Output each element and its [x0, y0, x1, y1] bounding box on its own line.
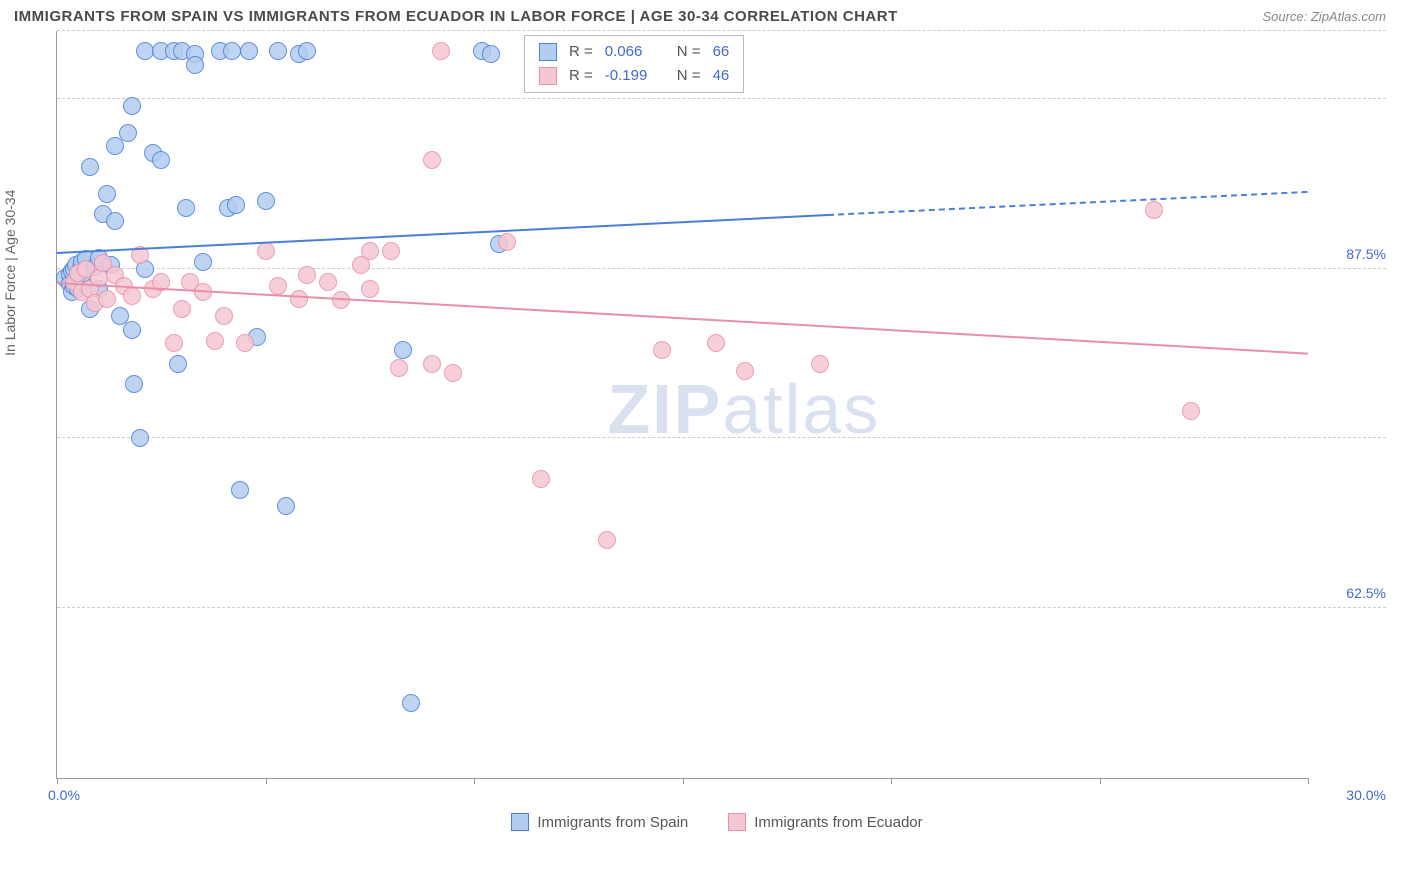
data-point	[1182, 402, 1200, 420]
gridline	[57, 30, 1386, 31]
data-point	[123, 321, 141, 339]
source-credit: Source: ZipAtlas.com	[1262, 9, 1386, 24]
data-point	[361, 280, 379, 298]
n-value: 66	[713, 40, 730, 64]
data-point	[98, 290, 116, 308]
data-point	[532, 470, 550, 488]
legend-swatch	[728, 813, 746, 831]
data-point	[123, 97, 141, 115]
data-point	[298, 42, 316, 60]
data-point	[223, 42, 241, 60]
x-tick-mark	[266, 778, 267, 784]
data-point	[123, 287, 141, 305]
x-tick-mark	[57, 778, 58, 784]
x-tick-label-max: 30.0%	[1346, 787, 1386, 803]
data-point	[423, 151, 441, 169]
data-point	[811, 355, 829, 373]
data-point	[152, 151, 170, 169]
y-axis-label: In Labor Force | Age 30-34	[2, 190, 18, 356]
legend-row: R = -0.199 N = 46	[539, 64, 729, 88]
legend-item: Immigrants from Spain	[511, 813, 688, 831]
data-point	[106, 212, 124, 230]
data-point	[269, 42, 287, 60]
chart-container: In Labor Force | Age 30-34 ZIPatlas R =0…	[48, 31, 1386, 831]
n-value: 46	[713, 64, 730, 88]
r-label: R =	[569, 40, 593, 64]
data-point	[227, 196, 245, 214]
data-point	[257, 242, 275, 260]
data-point	[131, 429, 149, 447]
n-label: N =	[677, 40, 701, 64]
data-point	[361, 242, 379, 260]
data-point	[231, 481, 249, 499]
gridline	[57, 607, 1386, 608]
x-tick-mark	[891, 778, 892, 784]
x-tick-label-min: 0.0%	[48, 787, 80, 803]
x-tick-mark	[1308, 778, 1309, 784]
gridline	[57, 437, 1386, 438]
legend-item: Immigrants from Ecuador	[728, 813, 922, 831]
data-point	[169, 355, 187, 373]
data-point	[177, 199, 195, 217]
data-point	[277, 497, 295, 515]
legend-swatch	[511, 813, 529, 831]
plot-area: ZIPatlas R =0.066N =66R =-0.199N =46	[56, 31, 1308, 779]
data-point	[290, 290, 308, 308]
data-point	[215, 307, 233, 325]
data-point	[402, 694, 420, 712]
correlation-legend: R = 0.066 N = 66 R = -0.199 N = 46	[524, 35, 744, 93]
data-point	[98, 185, 116, 203]
trend-line	[828, 191, 1308, 216]
data-point	[298, 266, 316, 284]
data-point	[423, 355, 441, 373]
data-point	[707, 334, 725, 352]
data-point	[598, 531, 616, 549]
r-value: -0.199	[605, 64, 665, 88]
x-tick-mark	[474, 778, 475, 784]
legend-label: Immigrants from Ecuador	[754, 814, 922, 831]
data-point	[382, 242, 400, 260]
data-point	[257, 192, 275, 210]
data-point	[186, 56, 204, 74]
data-point	[206, 332, 224, 350]
data-point	[125, 375, 143, 393]
data-point	[269, 277, 287, 295]
legend-label: Immigrants from Spain	[537, 814, 688, 831]
data-point	[173, 300, 191, 318]
y-tick-label: 87.5%	[1346, 246, 1386, 262]
trend-line	[57, 214, 829, 254]
data-point	[240, 42, 258, 60]
data-point	[444, 364, 462, 382]
data-point	[498, 233, 516, 251]
legend-swatch	[539, 67, 557, 85]
x-tick-mark	[683, 778, 684, 784]
data-point	[394, 341, 412, 359]
header: IMMIGRANTS FROM SPAIN VS IMMIGRANTS FROM…	[0, 0, 1406, 31]
legend-swatch	[539, 43, 557, 61]
data-point	[194, 253, 212, 271]
r-label: R =	[569, 64, 593, 88]
chart-title: IMMIGRANTS FROM SPAIN VS IMMIGRANTS FROM…	[14, 8, 898, 25]
data-point	[81, 158, 99, 176]
r-value: 0.066	[605, 40, 665, 64]
data-point	[119, 124, 137, 142]
gridline	[57, 268, 1386, 269]
x-tick-mark	[1100, 778, 1101, 784]
y-tick-label: 62.5%	[1346, 585, 1386, 601]
data-point	[136, 42, 154, 60]
legend-row: R = 0.066 N = 66	[539, 40, 729, 64]
data-point	[236, 334, 254, 352]
data-point	[482, 45, 500, 63]
data-point	[165, 334, 183, 352]
n-label: N =	[677, 64, 701, 88]
data-point	[390, 359, 408, 377]
data-point	[653, 341, 671, 359]
gridline	[57, 98, 1386, 99]
data-point	[319, 273, 337, 291]
data-point	[432, 42, 450, 60]
data-point	[736, 362, 754, 380]
data-point	[1145, 201, 1163, 219]
bottom-legend: Immigrants from Spain Immigrants from Ecu…	[48, 813, 1386, 831]
